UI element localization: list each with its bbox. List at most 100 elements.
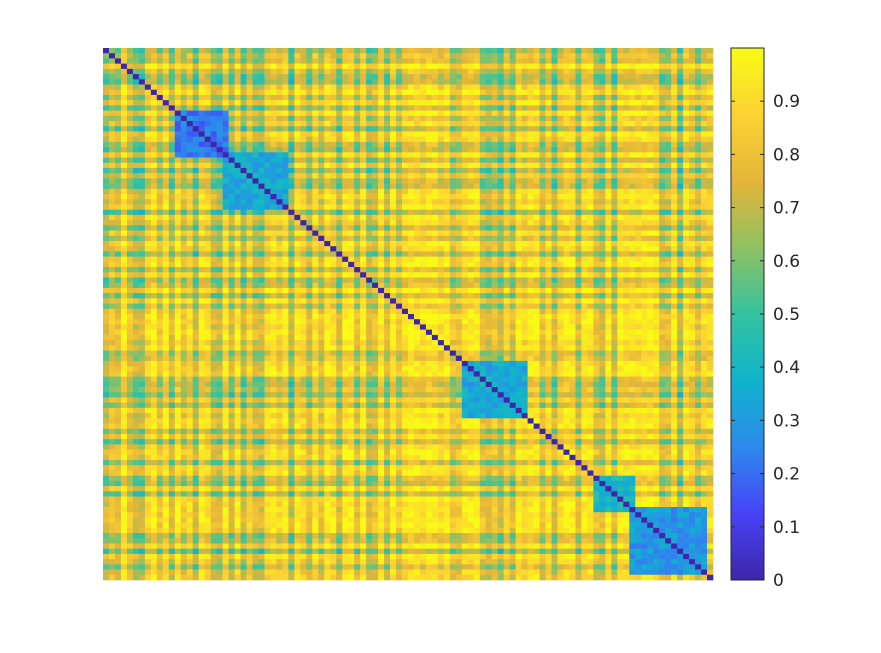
heatmap-cell <box>546 204 552 210</box>
heatmap-cell <box>641 199 647 205</box>
heatmap-cell <box>426 126 432 132</box>
heatmap-cell <box>288 121 294 127</box>
heatmap-cell <box>408 168 414 174</box>
heatmap-cell <box>599 168 605 174</box>
heatmap-cell <box>300 199 306 205</box>
heatmap-cell <box>247 90 253 96</box>
heatmap-cell <box>707 58 713 64</box>
heatmap-cell <box>677 168 683 174</box>
heatmap-cell <box>145 168 151 174</box>
heatmap-cell <box>115 137 121 143</box>
heatmap-cell <box>629 53 635 59</box>
heatmap-cell <box>121 298 127 304</box>
heatmap-cell <box>330 121 336 127</box>
heatmap-cell <box>384 53 390 59</box>
heatmap-cell <box>689 257 695 263</box>
heatmap-cell <box>145 272 151 278</box>
heatmap-cell <box>372 210 378 216</box>
heatmap-cell <box>528 199 534 205</box>
heatmap-cell <box>223 105 229 111</box>
heatmap-cell <box>671 158 677 164</box>
heatmap-cell <box>474 90 480 96</box>
heatmap-cell <box>474 158 480 164</box>
heatmap-cell <box>145 288 151 294</box>
heatmap-cell <box>456 79 462 85</box>
heatmap-cell <box>528 204 534 210</box>
heatmap-cell <box>581 231 587 237</box>
heatmap-cell <box>581 215 587 221</box>
heatmap-cell <box>522 79 528 85</box>
heatmap-cell <box>444 121 450 127</box>
heatmap-cell <box>163 69 169 75</box>
heatmap-cell <box>486 189 492 195</box>
heatmap-cell <box>270 246 276 252</box>
heatmap-cell <box>247 251 253 257</box>
heatmap-cell <box>348 173 354 179</box>
heatmap-cell <box>145 152 151 158</box>
heatmap-cell <box>181 105 187 111</box>
heatmap-cell <box>300 95 306 101</box>
heatmap-cell <box>312 194 318 200</box>
heatmap-cell <box>647 236 653 242</box>
heatmap-cell <box>522 152 528 158</box>
heatmap-cell <box>689 225 695 231</box>
heatmap-cell <box>689 58 695 64</box>
heatmap-cell <box>282 64 288 70</box>
heatmap-cell <box>109 236 115 242</box>
heatmap-cell <box>414 126 420 132</box>
heatmap-cell <box>324 246 330 252</box>
heatmap-cell <box>270 48 276 54</box>
heatmap-cell <box>599 272 605 278</box>
heatmap-cell <box>169 95 175 101</box>
heatmap-cell <box>211 246 217 252</box>
heatmap-cell <box>677 236 683 242</box>
heatmap-cell <box>689 152 695 158</box>
heatmap-cell <box>318 204 324 210</box>
heatmap-cell <box>318 100 324 106</box>
heatmap-cell <box>258 58 264 64</box>
heatmap-cell <box>151 163 157 169</box>
heatmap-cell <box>611 152 617 158</box>
heatmap-cell <box>683 267 689 273</box>
heatmap-cell <box>312 100 318 106</box>
heatmap-cell <box>151 283 157 289</box>
heatmap-cell <box>671 53 677 59</box>
heatmap-cell <box>384 257 390 263</box>
heatmap-cell <box>199 277 205 283</box>
heatmap-cell <box>205 225 211 231</box>
heatmap-cell <box>342 231 348 237</box>
heatmap-cell <box>635 163 641 169</box>
heatmap-cell <box>223 64 229 70</box>
heatmap-cell <box>605 236 611 242</box>
heatmap-cell <box>115 131 121 137</box>
heatmap-cell <box>378 189 384 195</box>
heatmap-cell <box>456 105 462 111</box>
heatmap-cell <box>701 173 707 179</box>
heatmap-cell <box>175 293 181 299</box>
heatmap-cell <box>175 215 181 221</box>
heatmap-cell <box>121 267 127 273</box>
heatmap-cell <box>300 241 306 247</box>
heatmap-cell <box>193 293 199 299</box>
heatmap-cell <box>701 298 707 304</box>
heatmap-cell <box>372 199 378 205</box>
heatmap-cell <box>312 231 318 237</box>
heatmap-cell <box>402 85 408 91</box>
heatmap-cell <box>247 69 253 75</box>
heatmap-cell <box>558 64 564 70</box>
heatmap-cell <box>647 137 653 143</box>
heatmap-cell <box>294 158 300 164</box>
heatmap-cell <box>599 90 605 96</box>
heatmap-cell <box>103 58 109 64</box>
heatmap-cell <box>432 251 438 257</box>
heatmap-cell <box>253 152 259 158</box>
heatmap-cell <box>241 272 247 278</box>
heatmap-cell <box>348 236 354 242</box>
heatmap-cell <box>420 283 426 289</box>
heatmap-cell <box>115 142 121 148</box>
heatmap-cell <box>247 74 253 80</box>
heatmap-cell <box>366 142 372 148</box>
heatmap-cell <box>414 262 420 268</box>
heatmap-cell <box>354 74 360 80</box>
heatmap-cell <box>432 298 438 304</box>
